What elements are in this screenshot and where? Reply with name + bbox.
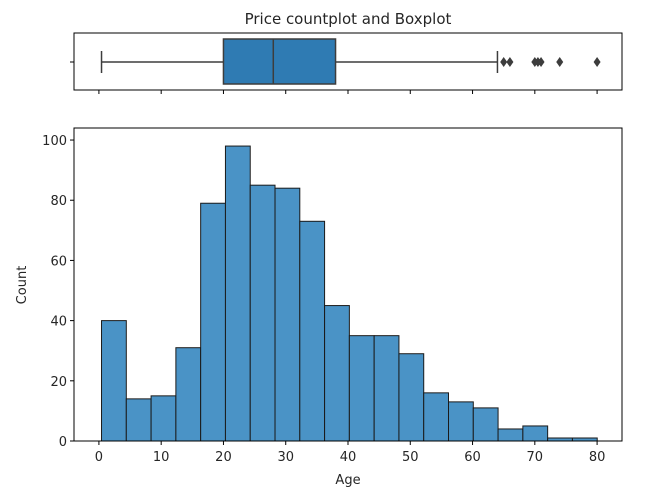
x-tick-label: 50 <box>402 450 419 465</box>
x-tick-label: 10 <box>153 450 170 465</box>
histogram-bar <box>423 392 450 442</box>
histogram-bar <box>249 184 276 442</box>
histogram-bar <box>150 395 177 442</box>
histogram-bar <box>348 335 375 442</box>
x-axis-label: Age <box>335 473 360 488</box>
boxplot-panel <box>70 32 623 94</box>
outlier-point <box>556 57 564 67</box>
histogram-bar <box>224 145 251 442</box>
histogram-bar <box>274 187 301 442</box>
histogram-bar <box>472 407 499 442</box>
x-tick-label: 70 <box>527 450 544 465</box>
box-iqr <box>222 38 337 85</box>
histogram-bar <box>398 353 425 442</box>
x-tick-label: 40 <box>340 450 357 465</box>
outlier-point <box>506 57 514 67</box>
outlier-point <box>593 57 601 67</box>
x-tick-label: 20 <box>215 450 232 465</box>
histogram-bar <box>448 401 474 442</box>
y-tick-label: 40 <box>50 315 67 330</box>
x-tick-label: 0 <box>95 450 103 465</box>
histogram-bar <box>175 347 202 442</box>
histogram-panel: 0 10 20 30 40 50 60 70 80 0 20 40 60 80 100 Age Count <box>15 127 623 488</box>
y-tick-label: 20 <box>50 375 67 390</box>
y-axis-label: Count <box>15 266 30 305</box>
x-tick-label: 30 <box>277 450 294 465</box>
histogram-bar <box>324 305 350 442</box>
histogram-bar <box>200 202 226 442</box>
chart-title: Price countplot and Boxplot <box>245 10 452 28</box>
histogram-bar <box>497 428 524 442</box>
y-tick-label: 60 <box>50 254 67 269</box>
histogram-bar <box>125 398 152 442</box>
x-tick-label: 60 <box>464 450 481 465</box>
histogram-bar <box>373 335 400 442</box>
outlier-point <box>500 57 508 67</box>
outlier-point <box>537 57 545 67</box>
histogram-bar <box>522 425 549 442</box>
histogram-bar <box>299 220 326 442</box>
y-tick-label: 100 <box>42 134 67 149</box>
x-tick-label: 80 <box>589 450 606 465</box>
histogram-bar <box>101 320 127 442</box>
y-tick-label: 0 <box>59 435 67 450</box>
y-tick-label: 80 <box>50 194 67 209</box>
